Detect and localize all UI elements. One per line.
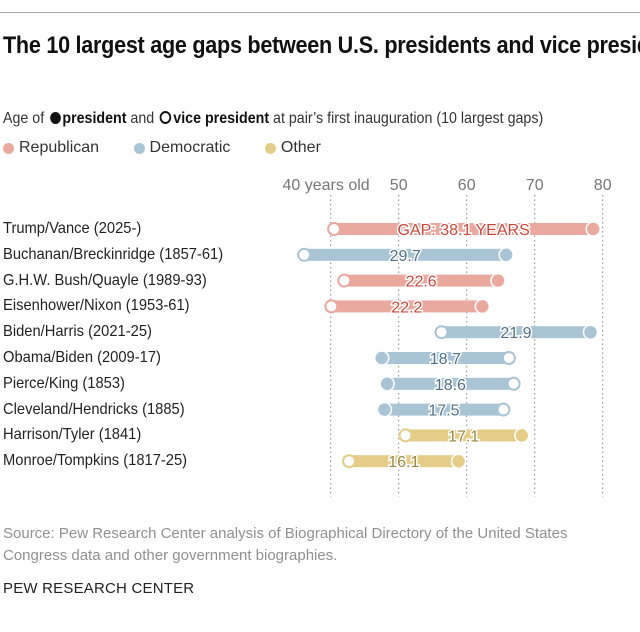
gap-bar	[331, 300, 483, 313]
president-dot	[379, 376, 395, 392]
legend-label: Other	[280, 139, 321, 156]
president-dot	[376, 401, 393, 418]
gap-bar	[384, 403, 504, 416]
gap-bar	[381, 352, 509, 364]
gap-bar	[344, 274, 498, 287]
president-dot	[498, 247, 514, 263]
legend-swatch-other-icon	[264, 142, 276, 154]
gap-bar	[334, 223, 594, 235]
gap-bar	[304, 248, 507, 261]
president-dot	[373, 350, 390, 366]
legend-swatch-republican-icon	[3, 142, 14, 154]
vp-dot	[327, 222, 342, 236]
gap-label: 16.1	[388, 454, 419, 471]
legend-label: Republican	[19, 139, 100, 156]
gap-label: 18.6	[435, 377, 466, 394]
vp-dot	[337, 273, 352, 288]
president-dot	[514, 427, 530, 444]
subtitle-and: and	[130, 110, 155, 127]
gap-label: 22.2	[391, 299, 422, 316]
top-rule	[0, 12, 640, 13]
gap-label: 29.7	[390, 248, 421, 265]
x-tick-label: 70	[526, 177, 544, 194]
gap-label: 22.6	[406, 274, 437, 291]
row-label: Biden/Harris (2021-25)	[3, 323, 152, 341]
row-label: Harrison/Tyler (1841)	[3, 426, 142, 444]
gap-label: 21.9	[500, 325, 531, 342]
chart-title: The 10 largest age gaps between U.S. pre…	[3, 32, 640, 59]
vp-dot	[496, 402, 511, 417]
row-label: Obama/Biden (2009-17)	[3, 349, 161, 366]
legend: Republican Democratic Other	[3, 139, 351, 159]
subtitle-suffix: at pair’s first inauguration (10 largest…	[273, 110, 544, 127]
president-dot	[474, 298, 491, 315]
legend-item-other: Other	[264, 139, 321, 157]
gap-label: 18.7	[430, 351, 461, 368]
president-dot	[450, 453, 467, 469]
vp-dot	[324, 299, 339, 314]
x-tick-label: 60	[458, 177, 476, 194]
gap-label: 17.1	[448, 428, 479, 445]
gap-bar	[441, 326, 591, 339]
president-dot	[490, 272, 506, 289]
president-dot	[582, 324, 599, 340]
gap-label: 17.5	[428, 403, 459, 420]
x-tick-label: 80	[594, 177, 612, 194]
subtitle-president: president	[62, 110, 127, 127]
source-note: Source: Pew Research Center analysis of …	[3, 525, 568, 564]
vp-dot	[506, 376, 521, 391]
gap-bar	[349, 455, 459, 468]
legend-swatch-democratic-icon	[133, 142, 145, 154]
gap-bar	[387, 377, 514, 390]
row-label: Pierce/King (1853)	[3, 374, 125, 392]
gap-label: GAP: 38.1 YEARS	[398, 222, 530, 239]
legend-item-republican: Republican	[3, 139, 99, 157]
vp-dot	[297, 247, 312, 262]
subtitle-prefix: Age of	[3, 110, 45, 127]
legend-label: Democratic	[149, 139, 231, 156]
subtitle-vp: vice president	[173, 110, 270, 127]
legend-item-democratic: Democratic	[133, 139, 231, 157]
row-label: G.H.W. Bush/Quayle (1989-93)	[3, 271, 207, 289]
vp-dot	[434, 325, 449, 340]
president-dot	[585, 221, 601, 237]
x-tick-label: 40 years old	[283, 177, 370, 194]
row-label: Monroe/Tompkins (1817-25)	[3, 452, 188, 470]
row-label: Buchanan/Breckinridge (1857-61)	[3, 245, 224, 263]
credit: PEW RESEARCH CENTER	[3, 580, 195, 597]
row-label: Trump/Vance (2025-)	[3, 220, 142, 237]
vp-dot	[501, 351, 516, 365]
row-label: Eisenhower/Nixon (1953-61)	[3, 297, 190, 315]
hollow-circle-icon	[159, 111, 172, 124]
vp-dot	[398, 428, 413, 443]
x-tick-label: 50	[390, 177, 408, 194]
chart-subtitle: Age of president and vice president at p…	[3, 110, 543, 128]
gap-bar	[405, 429, 522, 442]
row-label: Cleveland/Hendricks (1885)	[3, 400, 185, 418]
filled-circle-icon	[49, 112, 61, 124]
vp-dot	[342, 454, 357, 469]
